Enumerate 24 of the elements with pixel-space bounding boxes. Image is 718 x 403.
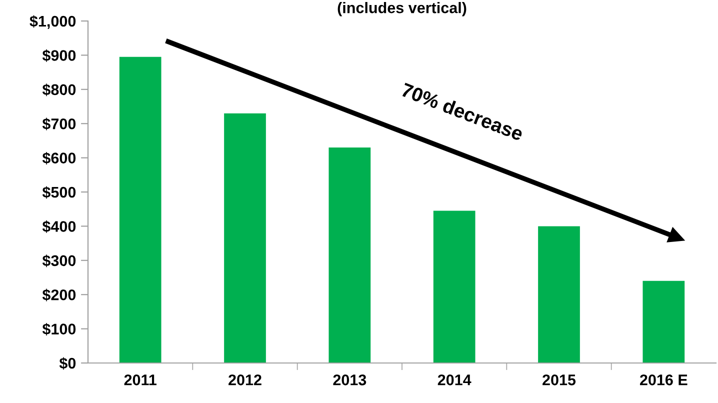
bar [538,226,580,363]
y-tick-label: $800 [42,84,76,96]
chart-title: (includes vertical) [338,2,466,16]
x-tick-label: 2013 [333,374,366,386]
y-tick-label: $600 [42,152,76,164]
y-tick-label: $900 [42,49,76,62]
y-tick-label: $500 [42,186,76,199]
bar [119,56,162,363]
y-tick-label: $1,000 [30,15,76,29]
x-tick-label: 2015 [542,374,576,386]
x-tick-label: 2012 [228,374,262,386]
bar [433,210,476,363]
y-tick-label: $700 [42,118,76,130]
bar [328,148,371,363]
y-tick-label: $0 [59,357,76,370]
x-tick-label: 2014 [438,374,472,386]
y-tick-label: $100 [42,322,76,336]
x-tick-label: 2016 E [640,374,688,386]
y-tick-label: $200 [42,288,76,302]
bar [224,113,266,363]
y-tick-label: $300 [42,254,76,268]
x-tick-label: 2011 [124,374,156,386]
bar [642,280,685,363]
y-tick-label: $400 [42,220,76,233]
